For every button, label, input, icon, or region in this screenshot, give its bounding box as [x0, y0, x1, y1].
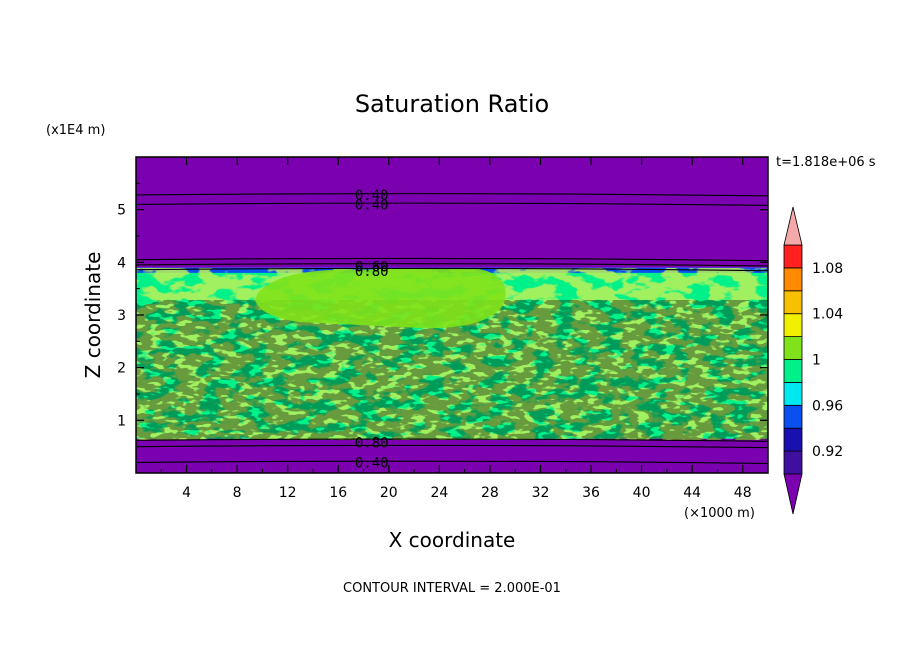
band-upper-dry-layer — [136, 157, 768, 268]
y-tick-label: 5 — [117, 203, 126, 219]
colorbar-over-arrow — [783, 206, 803, 246]
x-axis: 4 8 12 16 20 24 28 32 36 40 44 48 — [160, 157, 752, 501]
contour-label: 0.40 — [355, 455, 389, 471]
x-tick-label: 32 — [532, 485, 550, 501]
contour-line — [136, 257, 768, 262]
colorbar-segment — [783, 244, 803, 269]
contour-line — [136, 263, 768, 267]
plot-area: 0.400.400.600.800.800.40 — [136, 157, 768, 473]
contour-line — [136, 202, 768, 206]
x-tick-label: 44 — [683, 485, 701, 501]
y-tick-label: 2 — [117, 361, 126, 377]
y-axis: 1 2 3 4 5 — [117, 182, 768, 448]
x-tick-label: 20 — [380, 485, 398, 501]
x-tick-label: 48 — [734, 485, 752, 501]
contour-label: 0.40 — [355, 197, 389, 213]
contour-line — [136, 193, 768, 197]
colorbar-segment — [783, 290, 803, 315]
x-tick-label: 12 — [279, 485, 297, 501]
colorbar-label: 1.04 — [812, 307, 843, 323]
contour-line — [136, 444, 768, 449]
x-tick-label: 28 — [481, 485, 499, 501]
contour-line — [136, 267, 768, 272]
x-tick-label: 8 — [233, 485, 242, 501]
x-tick-label: 40 — [633, 485, 651, 501]
colorbar-segment — [783, 359, 803, 383]
y-axis-label: Z coordinate — [81, 252, 105, 379]
contour-label: 0.80 — [355, 264, 389, 280]
colorbar-segment — [783, 450, 803, 475]
contour-line — [136, 438, 768, 442]
x-tick-label: 4 — [182, 485, 191, 501]
band-lower-dry-layer — [136, 438, 768, 473]
x-unit-label: (×1000 m) — [684, 506, 755, 521]
colorbar-segment — [783, 267, 803, 292]
contour-lines: 0.400.400.600.800.800.40 — [136, 188, 768, 471]
colorbar-segment — [783, 404, 803, 429]
contour-interval-note: CONTOUR INTERVAL = 2.000E-01 — [343, 581, 561, 596]
x-tick-label: 16 — [329, 485, 347, 501]
colorbar-label: 0.92 — [812, 444, 843, 460]
colorbar: 0.92 0.96 1 1.04 1.08 — [783, 206, 843, 515]
cloud-dome — [255, 268, 506, 329]
colorbar-segment — [783, 336, 803, 360]
y-tick-label: 3 — [117, 308, 126, 324]
contour-label: 0.40 — [355, 188, 389, 204]
colorbar-segment — [783, 427, 803, 452]
colorbar-label: 0.96 — [812, 398, 843, 414]
colorbar-under-arrow — [783, 473, 803, 515]
y-tick-label: 4 — [117, 255, 126, 271]
contour-line — [136, 460, 768, 465]
x-tick-label: 24 — [430, 485, 448, 501]
colorbar-label: 1.08 — [812, 261, 843, 277]
colorbar-segment — [783, 381, 803, 406]
y-unit-label: (x1E4 m) — [46, 123, 105, 138]
x-axis-label: X coordinate — [389, 528, 516, 552]
colorbar-label: 1 — [812, 353, 821, 369]
time-label: t=1.818e+06 s — [776, 155, 876, 170]
y-tick-label: 1 — [117, 413, 126, 429]
contour-label: 0.80 — [355, 435, 389, 451]
chart-title: Saturation Ratio — [355, 90, 549, 118]
contour-label: 0.60 — [355, 260, 389, 276]
colorbar-segment — [783, 313, 803, 338]
x-tick-label: 36 — [582, 485, 600, 501]
